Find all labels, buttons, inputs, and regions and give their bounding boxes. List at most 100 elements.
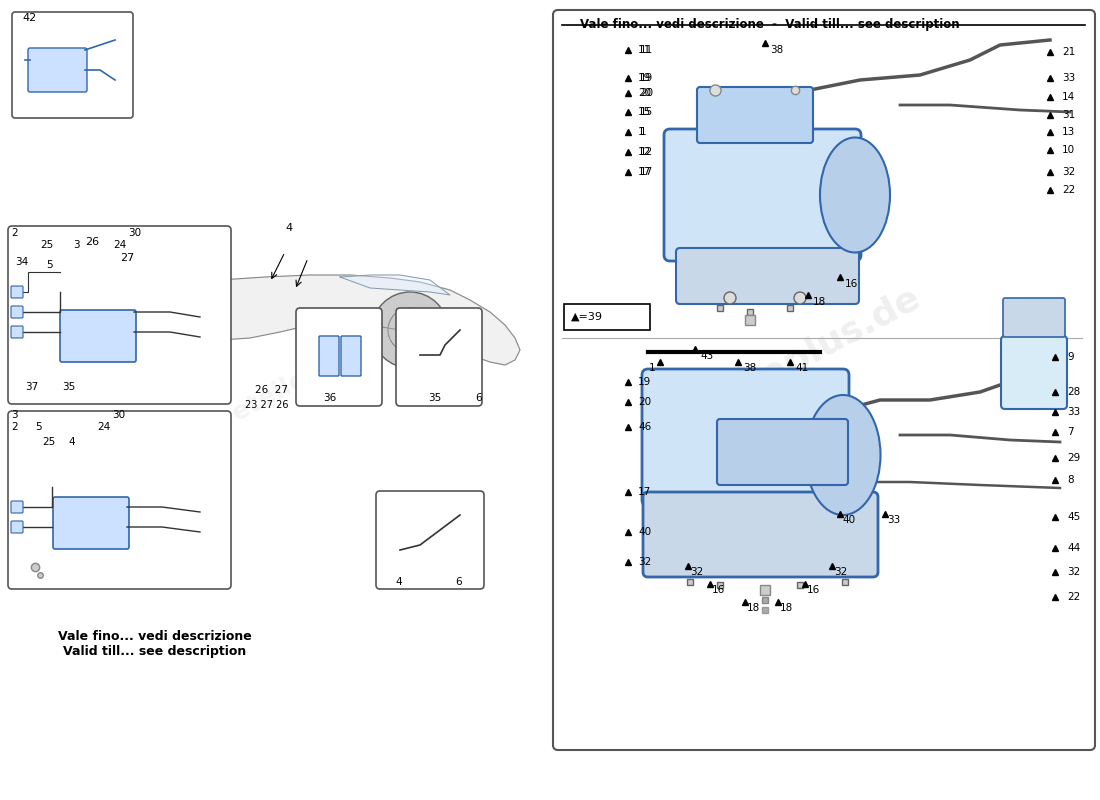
Text: 40: 40 [638, 527, 651, 537]
FancyBboxPatch shape [644, 492, 878, 577]
Text: 15: 15 [638, 107, 651, 117]
Text: 10: 10 [1062, 145, 1075, 155]
Text: 15: 15 [640, 107, 653, 117]
Text: 19: 19 [638, 377, 651, 387]
Text: 43: 43 [700, 351, 713, 361]
FancyBboxPatch shape [553, 10, 1094, 750]
Text: Vale fino... vedi descrizione
Valid till... see description: Vale fino... vedi descrizione Valid till… [58, 630, 252, 658]
Text: 4: 4 [285, 223, 293, 233]
Text: 32: 32 [690, 567, 703, 577]
Text: 26  27: 26 27 [255, 385, 288, 395]
FancyBboxPatch shape [1003, 298, 1065, 337]
Text: 1: 1 [640, 127, 647, 137]
Text: 29: 29 [1067, 453, 1080, 463]
Text: 20: 20 [640, 88, 653, 98]
Text: 27: 27 [120, 253, 134, 263]
Text: 18: 18 [813, 297, 826, 307]
Ellipse shape [805, 395, 880, 515]
FancyBboxPatch shape [11, 306, 23, 318]
Text: 35: 35 [428, 393, 441, 403]
Text: 32: 32 [1067, 567, 1080, 577]
FancyBboxPatch shape [341, 336, 361, 376]
Text: 20: 20 [638, 397, 651, 407]
Circle shape [794, 292, 806, 304]
Text: 46: 46 [638, 422, 651, 432]
Text: 13: 13 [1062, 127, 1076, 137]
Text: 33: 33 [1067, 407, 1080, 417]
Text: 11: 11 [640, 45, 653, 55]
Text: 24: 24 [97, 422, 110, 432]
Text: 12: 12 [638, 147, 651, 157]
Text: 45: 45 [1067, 512, 1080, 522]
FancyBboxPatch shape [28, 48, 87, 92]
Text: 24: 24 [113, 240, 127, 250]
FancyBboxPatch shape [8, 226, 231, 404]
Text: © eteileplus.de: © eteileplus.de [634, 282, 926, 458]
Text: 33: 33 [887, 515, 900, 525]
Text: 38: 38 [770, 45, 783, 55]
Text: 35: 35 [62, 382, 75, 392]
Text: 19: 19 [638, 73, 651, 83]
Text: © eteileplus.de: © eteileplus.de [198, 318, 402, 442]
Text: 23 27 26: 23 27 26 [245, 400, 288, 410]
FancyBboxPatch shape [319, 336, 339, 376]
Text: 38: 38 [742, 363, 757, 373]
FancyBboxPatch shape [642, 369, 849, 506]
Text: 16: 16 [845, 279, 858, 289]
Text: 3: 3 [11, 410, 18, 420]
Text: 16: 16 [807, 585, 821, 595]
FancyBboxPatch shape [12, 12, 133, 118]
Circle shape [372, 292, 448, 368]
Text: 4: 4 [395, 577, 402, 587]
FancyBboxPatch shape [564, 304, 650, 330]
Text: 14: 14 [1062, 92, 1076, 102]
Polygon shape [55, 275, 520, 365]
Text: 28: 28 [1067, 387, 1080, 397]
Text: 20: 20 [638, 88, 651, 98]
FancyBboxPatch shape [11, 501, 23, 513]
Text: 40: 40 [842, 515, 855, 525]
FancyBboxPatch shape [53, 497, 129, 549]
Text: 2: 2 [11, 228, 18, 238]
Text: 30: 30 [128, 228, 141, 238]
Text: 31: 31 [1062, 110, 1076, 120]
FancyBboxPatch shape [664, 129, 861, 261]
Text: 21: 21 [1062, 47, 1076, 57]
FancyBboxPatch shape [11, 286, 23, 298]
Text: 6: 6 [455, 577, 462, 587]
Text: 2: 2 [11, 422, 18, 432]
Text: 3: 3 [73, 240, 79, 250]
Text: 16: 16 [712, 585, 725, 595]
Text: 1: 1 [648, 363, 654, 373]
FancyBboxPatch shape [8, 411, 231, 589]
Polygon shape [340, 275, 450, 295]
Text: 6: 6 [475, 393, 482, 403]
Text: 22: 22 [1062, 185, 1076, 195]
FancyBboxPatch shape [676, 248, 859, 304]
Text: 36: 36 [323, 393, 337, 403]
Text: 32: 32 [834, 567, 847, 577]
Text: 1: 1 [638, 127, 645, 137]
FancyBboxPatch shape [396, 308, 482, 406]
Text: 9: 9 [1067, 352, 1074, 362]
FancyBboxPatch shape [1001, 336, 1067, 409]
Text: 25: 25 [42, 437, 55, 447]
Text: 7: 7 [1067, 427, 1074, 437]
Circle shape [107, 292, 183, 368]
Text: 11: 11 [638, 45, 651, 55]
Text: 19: 19 [640, 73, 653, 83]
Text: 5: 5 [46, 260, 53, 270]
Text: 32: 32 [1062, 167, 1076, 177]
Text: 12: 12 [640, 147, 653, 157]
FancyBboxPatch shape [11, 521, 23, 533]
FancyBboxPatch shape [11, 326, 23, 338]
Text: Vale fino... vedi descrizione  -  Valid till... see description: Vale fino... vedi descrizione - Valid ti… [580, 18, 959, 31]
Text: 8: 8 [1067, 475, 1074, 485]
Text: 17: 17 [640, 167, 653, 177]
Text: 34: 34 [15, 257, 29, 267]
Text: 37: 37 [25, 382, 39, 392]
Text: ▲=39: ▲=39 [571, 312, 603, 322]
Text: 22: 22 [1067, 592, 1080, 602]
Text: 42: 42 [22, 13, 36, 23]
FancyBboxPatch shape [376, 491, 484, 589]
